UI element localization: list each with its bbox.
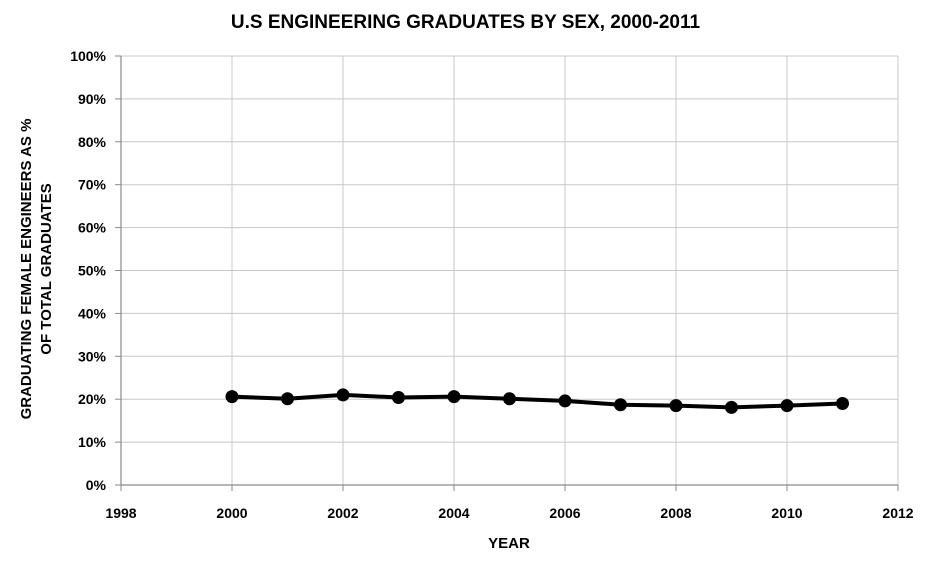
data-point [281, 392, 294, 406]
y-tick-label: 80% [78, 134, 107, 150]
x-tick-label: 2000 [216, 505, 247, 521]
y-axis-title: GRADUATING FEMALE ENGINEERS AS % OF TOTA… [18, 119, 55, 420]
y-axis-title-line-1: GRADUATING FEMALE ENGINEERS AS % [18, 119, 35, 420]
data-point [336, 388, 350, 402]
y-axis-title-line-2: OF TOTAL GRADUATES [38, 183, 55, 354]
x-axis-title: YEAR [488, 535, 530, 552]
x-tick-label: 2008 [660, 505, 691, 521]
data-point [614, 398, 627, 412]
chart-title: U.S ENGINEERING GRADUATES BY SEX, 2000-2… [230, 12, 701, 33]
x-tick-label: 2006 [549, 505, 580, 521]
x-tick-label: 1998 [105, 505, 136, 521]
data-point [780, 399, 794, 413]
series [225, 388, 849, 414]
y-tick-label: 20% [78, 391, 107, 407]
x-tick-label: 2010 [771, 505, 802, 521]
y-tick-label: 30% [78, 348, 107, 364]
data-point [503, 392, 516, 406]
data-point [225, 390, 239, 404]
data-point [725, 400, 738, 414]
grid [121, 55, 899, 485]
y-tick-label: 50% [78, 263, 107, 279]
y-tick-label: 70% [78, 177, 107, 193]
data-point [836, 396, 849, 410]
y-tick-label: 0% [86, 477, 107, 493]
data-point [558, 394, 572, 408]
x-tick-label: 2012 [882, 505, 913, 521]
x-tick-label: 2002 [327, 505, 358, 521]
series-line [231, 392, 843, 410]
y-tick-label: 10% [78, 434, 107, 450]
x-tick-label: 2004 [438, 505, 469, 521]
y-tick-label: 100% [70, 48, 106, 64]
data-point [392, 390, 405, 404]
y-tick-label: 90% [78, 91, 107, 107]
y-tick-label: 60% [78, 220, 107, 236]
tick-labels: 0% 10% 20% 30% 40% 50% 60% 70% 80% 90% 100% 1998 200… [70, 48, 914, 521]
axes [115, 55, 899, 491]
y-tick-label: 40% [78, 305, 107, 321]
data-point [447, 390, 461, 404]
data-point [669, 399, 683, 413]
